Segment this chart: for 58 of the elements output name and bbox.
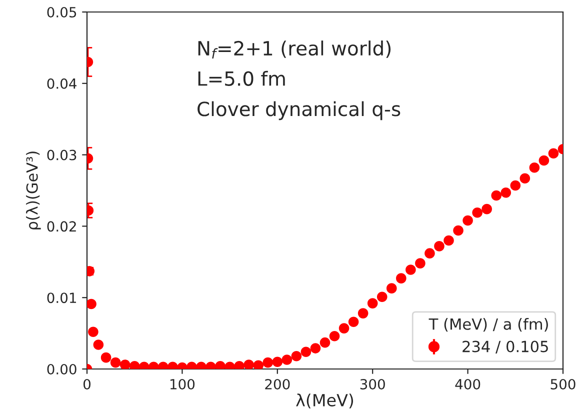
point [482, 204, 492, 214]
point [300, 346, 312, 358]
legend-title: T (MeV) / a (fm) [428, 318, 548, 332]
point [253, 360, 264, 369]
point [244, 360, 254, 369]
x-tick-label: 100 [170, 378, 195, 390]
point [329, 331, 340, 342]
point [262, 357, 274, 368]
point [291, 351, 302, 362]
y-tick-label: 0.01 [47, 292, 76, 304]
y-tick-label: 0.00 [47, 364, 76, 374]
point [453, 225, 464, 236]
point [548, 148, 559, 159]
annotation: L=5.0 fm [198, 70, 285, 86]
point [472, 207, 482, 218]
legend-label: 234 / 0.105 [462, 340, 548, 354]
x-axis-title: λ(MeV) [296, 394, 354, 408]
point [376, 292, 388, 302]
point [120, 360, 130, 369]
x-tick-label: 500 [550, 378, 576, 390]
point [424, 248, 435, 258]
x-tick-label: 0 [83, 378, 90, 390]
y-axis-title: ρ(λ)(GeV³) [26, 152, 41, 230]
point [396, 273, 406, 284]
annotation: Clover dynamical q-s [198, 101, 400, 120]
point [538, 155, 550, 166]
point [500, 187, 512, 198]
point [88, 326, 98, 338]
point [348, 316, 359, 328]
point [406, 264, 416, 275]
point [310, 343, 321, 354]
point [367, 298, 378, 308]
point [93, 340, 104, 350]
point [510, 180, 521, 191]
point [338, 323, 350, 334]
x-tick-label: 300 [360, 378, 385, 390]
point [520, 173, 530, 184]
point [415, 258, 426, 268]
point [434, 241, 444, 252]
y-tick-label: 0.05 [47, 6, 76, 18]
annotation: N$_{f}$=2+1 (real world) [198, 40, 391, 59]
point [444, 235, 454, 246]
point [110, 357, 121, 368]
y-tick-label: 0.03 [47, 150, 76, 160]
point [529, 162, 540, 173]
point [282, 354, 292, 365]
point [462, 215, 473, 226]
point [386, 283, 397, 294]
point [100, 352, 112, 363]
y-tick-label: 0.02 [47, 221, 76, 232]
point [87, 298, 96, 310]
x-tick-label: 200 [265, 378, 290, 390]
x-tick-label: 400 [455, 378, 480, 390]
y-tick-label: 0.04 [47, 78, 76, 89]
point [491, 190, 502, 201]
point [272, 356, 283, 368]
point [320, 337, 330, 348]
point [358, 308, 368, 318]
